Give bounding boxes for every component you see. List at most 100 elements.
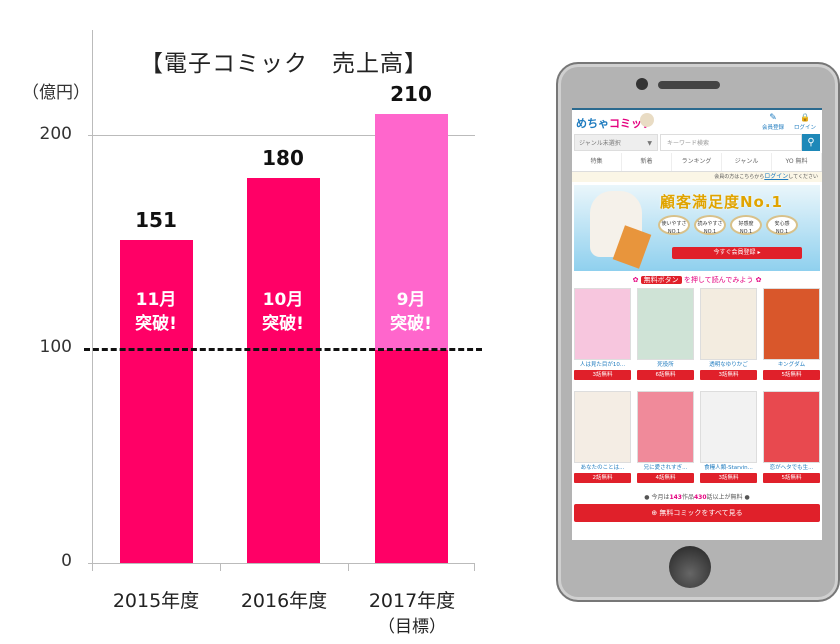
free-episodes-button[interactable]: 4話無料: [637, 473, 694, 483]
x-axis: [88, 563, 475, 564]
book-title[interactable]: 兄に愛されすぎ...: [643, 465, 688, 471]
book-cover[interactable]: [763, 288, 820, 360]
chevron-down-icon: ▼: [647, 140, 652, 147]
free-episodes-button[interactable]: 3話無料: [574, 370, 631, 380]
book-cover[interactable]: [700, 391, 757, 463]
x-tick: [92, 563, 93, 571]
book-title[interactable]: 透明なゆりかご: [709, 362, 748, 368]
x-sublabel-2017: （目標）: [378, 617, 446, 637]
member-register-link[interactable]: ✎ 会員登録: [758, 113, 788, 131]
y-axis: [92, 30, 93, 563]
free-episodes-button[interactable]: 5話無料: [763, 370, 820, 380]
book-title[interactable]: 死役所: [657, 362, 674, 368]
bar-note-2017-text: 突破!: [390, 314, 432, 334]
badge-readability: 読みやすさ NO.1: [694, 215, 726, 235]
book-title[interactable]: 食糧人類-Starvin...: [704, 465, 753, 471]
site-header: めちゃコミック ✎ 会員登録 🔒 ログイン: [572, 108, 822, 136]
mascot-icon: [640, 113, 654, 127]
chart-title: 【電子コミック 売上高】: [140, 51, 428, 77]
home-button[interactable]: [669, 546, 711, 588]
book-title[interactable]: 恋がヘタでも生...: [769, 465, 814, 471]
free-count-text: ● 今月は143作品430話以上が無料 ●: [644, 494, 750, 501]
search-input[interactable]: キーワード検索: [660, 134, 802, 151]
login-prompt-suffix: してください: [788, 174, 818, 180]
site-nav: 特集 新着 ランキング ジャンル YO 無料: [572, 153, 822, 172]
y-axis-unit: （億円）: [22, 83, 90, 103]
nav-tab-free[interactable]: YO 無料: [772, 153, 822, 171]
free-episodes-button[interactable]: 6話無料: [637, 370, 694, 380]
book-card[interactable]: あなたのことは... 2話無料: [574, 391, 631, 483]
book-cover[interactable]: [574, 288, 631, 360]
badge-favorability: 好感度 NO.1: [730, 215, 762, 235]
x-label-2016: 2016年度: [240, 590, 328, 612]
x-tick: [220, 563, 221, 571]
badge-security: 安心感 NO.1: [766, 215, 798, 235]
bar-2017-upper: [375, 114, 448, 350]
book-card[interactable]: 食糧人類-Starvin... 3話無料: [700, 391, 757, 483]
view-all-free-comics-button[interactable]: ⊕ 無料コミックをすべて見る: [574, 504, 820, 522]
login-prompt-link[interactable]: ログイン: [764, 173, 789, 180]
bar-2017-lower: [375, 350, 448, 563]
badge-usability: 使いやすさ NO.1: [658, 215, 690, 235]
logo-prefix: めちゃ: [576, 117, 609, 130]
free-episodes-button[interactable]: 2話無料: [574, 473, 631, 483]
bar-2016: [247, 178, 320, 563]
login-link[interactable]: 🔒 ログイン: [790, 113, 820, 131]
login-label: ログイン: [793, 125, 816, 131]
nav-tab-genre[interactable]: ジャンル: [722, 153, 772, 171]
book-card[interactable]: 死役所 6話無料: [637, 288, 694, 380]
bar-note-2017-month: 9月: [396, 290, 426, 310]
bar-value-2017: 210: [390, 82, 432, 106]
book-card[interactable]: 透明なゆりかご 3話無料: [700, 288, 757, 380]
member-register-label: 会員登録: [761, 125, 784, 131]
book-cover[interactable]: [700, 288, 757, 360]
phone-screen: めちゃコミック ✎ 会員登録 🔒 ログイン ジャンル未選択 ▼ キーワード検索 ⚲…: [572, 108, 822, 540]
free-episodes-button[interactable]: 5話無料: [763, 473, 820, 483]
book-cover[interactable]: [637, 391, 694, 463]
book-card[interactable]: 兄に愛されすぎ... 4話無料: [637, 391, 694, 483]
book-card[interactable]: キングダム 5話無料: [763, 288, 820, 380]
login-prompt-prefix: 会員の方はこちらから: [714, 174, 765, 180]
free-button-prompt-text: を押して読んでみよう: [683, 276, 754, 284]
phone-mockup: めちゃコミック ✎ 会員登録 🔒 ログイン ジャンル未選択 ▼ キーワード検索 ⚲…: [556, 62, 840, 602]
book-cover[interactable]: [574, 391, 631, 463]
promo-banner[interactable]: 顧客満足度No.1 使いやすさ NO.1 読みやすさ NO.1 好感度 NO.1 安心…: [574, 185, 820, 271]
y-tick-200: 200: [39, 124, 72, 144]
book-cover[interactable]: [763, 391, 820, 463]
book-card[interactable]: 恋がヘタでも生... 5話無料: [763, 391, 820, 483]
bar-note-2016-text: 突破!: [262, 314, 304, 334]
y-tick-100: 100: [39, 337, 72, 357]
bar-value-2016: 180: [262, 146, 304, 170]
book-card[interactable]: 人は見た目が10... 3話無料: [574, 288, 631, 380]
book-cover[interactable]: [637, 288, 694, 360]
nav-tab-feature[interactable]: 特集: [572, 153, 622, 171]
free-button-tag: 無料ボタン: [640, 276, 682, 284]
search-button[interactable]: ⚲: [802, 134, 820, 151]
bar-value-2015: 151: [135, 208, 177, 232]
banner-title: 顧客満足度No.1: [660, 193, 783, 211]
free-episodes-button[interactable]: 3話無料: [700, 473, 757, 483]
book-title[interactable]: 人は見た目が10...: [579, 362, 626, 368]
free-button-prompt: ✿ 無料ボタン を押して読んでみよう ✿: [632, 276, 762, 284]
reference-line-100: [84, 348, 482, 351]
x-label-2017: 2017年度: [368, 590, 456, 612]
nav-tab-ranking[interactable]: ランキング: [672, 153, 722, 171]
gridline-200: [88, 135, 475, 136]
genre-select[interactable]: ジャンル未選択 ▼: [574, 134, 658, 151]
nav-tab-new[interactable]: 新着: [622, 153, 672, 171]
speaker-grille: [658, 81, 720, 89]
register-now-button[interactable]: 今すぐ会員登録 ▸: [672, 247, 802, 259]
search-icon: ⚲: [807, 137, 815, 148]
bar-2015: [120, 240, 193, 563]
x-label-2015: 2015年度: [112, 590, 200, 612]
book-title[interactable]: キングダム: [777, 362, 806, 368]
book-row-1: 人は見た目が10... 3話無料 死役所 6話無料 透明なゆりかご 3話無料 キングダ…: [574, 288, 820, 380]
login-prompt-bar: 会員の方はこちらからログインしてください: [572, 172, 822, 182]
bar-note-2015-month: 11月: [135, 290, 177, 310]
book-title[interactable]: あなたのことは...: [580, 465, 625, 471]
genre-select-value: ジャンル未選択: [579, 140, 621, 147]
book-row-2: あなたのことは... 2話無料 兄に愛されすぎ... 4話無料 食糧人類-Starv…: [574, 391, 820, 483]
camera-icon: [636, 78, 648, 90]
edit-icon: ✎: [769, 113, 777, 123]
free-episodes-button[interactable]: 3話無料: [700, 370, 757, 380]
